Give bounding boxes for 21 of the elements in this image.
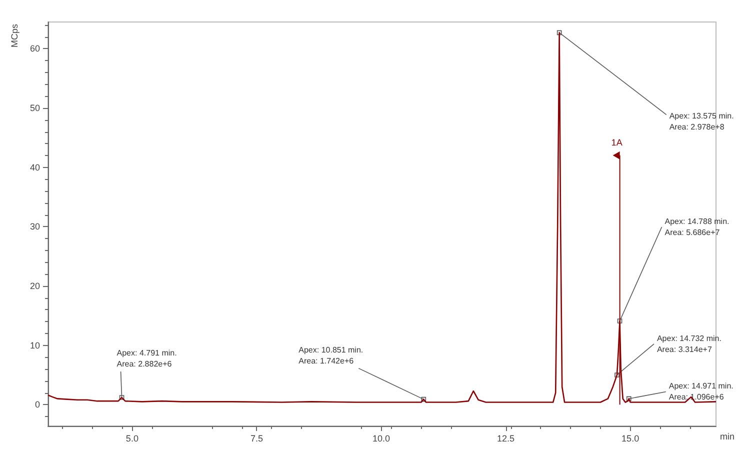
x-tick-label: 5.0 — [126, 434, 138, 444]
annotation: Apex: 14.788 min. Area: 5.686e+7 — [664, 216, 730, 237]
x-tick-label: 12.5 — [497, 434, 515, 444]
y-axis-title: MCps — [10, 24, 20, 48]
x-tick-label: 15.0 — [622, 434, 640, 444]
y-tick-label: 20 — [30, 280, 40, 291]
y-tick-label: 50 — [30, 103, 40, 114]
x-tick-label: 7.5 — [250, 434, 263, 444]
annotation: Apex: 4.791 min. Area: 2.882e+6 — [116, 348, 177, 369]
annotation: 1A — [611, 137, 622, 148]
annotation: Apex: 14.971 min. Area: 1.096e+6 — [668, 382, 734, 402]
y-tick-label: 30 — [30, 222, 40, 232]
x-tick-label: 10.0 — [372, 434, 390, 444]
annotation: Apex: 14.732 min. Area: 3.314e+7 — [656, 334, 722, 354]
annotation: Apex: 10.851 min. Area: 1.742e+6 — [298, 345, 364, 366]
annotation: Apex: 13.575 min. Area: 2.978e+8 — [669, 112, 734, 132]
y-tick-label: 10 — [30, 340, 40, 350]
x-axis-title: min — [720, 432, 735, 442]
y-tick-label: 0 — [34, 400, 40, 410]
y-tick-label: 40 — [30, 162, 40, 172]
y-tick-label: 60 — [30, 44, 40, 54]
